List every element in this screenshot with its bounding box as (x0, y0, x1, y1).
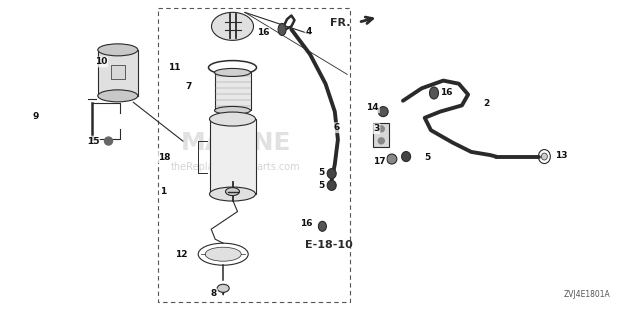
Ellipse shape (226, 107, 239, 115)
Ellipse shape (98, 44, 138, 56)
Text: FR.: FR. (330, 18, 351, 28)
Ellipse shape (327, 180, 336, 190)
Text: 16: 16 (440, 88, 453, 97)
Ellipse shape (211, 12, 254, 40)
Circle shape (378, 138, 384, 144)
Ellipse shape (210, 112, 255, 126)
Ellipse shape (217, 284, 229, 292)
Text: ZVJ4E1801A: ZVJ4E1801A (564, 290, 611, 299)
Text: 1: 1 (160, 187, 166, 196)
Ellipse shape (327, 169, 336, 179)
Bar (218, 117, 247, 121)
Bar (98, 50, 138, 96)
Ellipse shape (98, 90, 138, 102)
Ellipse shape (387, 154, 397, 164)
Text: 11: 11 (168, 63, 180, 72)
Text: 12: 12 (175, 250, 187, 259)
Text: 7: 7 (185, 82, 192, 91)
Text: 10: 10 (95, 57, 107, 67)
Text: 9: 9 (33, 112, 39, 121)
Circle shape (378, 126, 384, 132)
Bar (158, 8, 350, 302)
Ellipse shape (205, 247, 241, 261)
Text: 5: 5 (319, 181, 325, 190)
Text: 2: 2 (484, 99, 490, 108)
Text: 4: 4 (306, 26, 312, 36)
Text: 18: 18 (158, 153, 170, 162)
Text: 15: 15 (87, 136, 99, 146)
Circle shape (105, 137, 112, 145)
Bar (111, 65, 125, 79)
Ellipse shape (215, 106, 250, 114)
Ellipse shape (215, 69, 250, 77)
Text: theReplacementparts.com: theReplacementparts.com (170, 162, 301, 172)
Text: 17: 17 (373, 157, 386, 166)
Bar (215, 73, 250, 110)
Text: 5: 5 (319, 167, 325, 177)
Text: 6: 6 (334, 123, 340, 132)
Ellipse shape (319, 221, 326, 231)
Text: MARINE: MARINE (180, 131, 291, 155)
Ellipse shape (226, 188, 239, 196)
Ellipse shape (541, 153, 547, 160)
Bar (210, 119, 255, 194)
Ellipse shape (218, 114, 247, 124)
Text: 5: 5 (425, 153, 431, 162)
Text: 14: 14 (366, 103, 379, 113)
Text: 3: 3 (373, 124, 379, 133)
Ellipse shape (430, 87, 438, 99)
Ellipse shape (278, 24, 286, 35)
Bar (373, 123, 389, 147)
Ellipse shape (378, 107, 388, 117)
Ellipse shape (210, 187, 255, 201)
Text: 13: 13 (555, 150, 567, 160)
Text: E-18-10: E-18-10 (304, 240, 353, 250)
Text: 16: 16 (300, 219, 312, 228)
Text: 16: 16 (257, 28, 269, 37)
Text: 8: 8 (211, 289, 217, 299)
Ellipse shape (402, 152, 410, 162)
